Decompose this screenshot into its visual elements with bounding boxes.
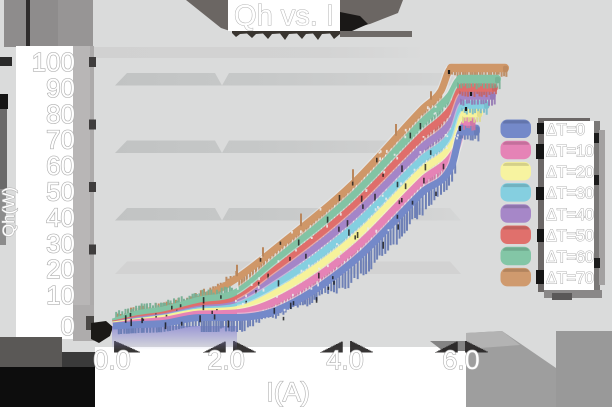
svg-text:I(A): I(A) (266, 377, 310, 407)
svg-text:ΔT=0: ΔT=0 (546, 121, 585, 139)
svg-text:ΔT=10: ΔT=10 (546, 142, 594, 160)
svg-text:6.0: 6.0 (442, 345, 480, 375)
svg-text:ΔT=50: ΔT=50 (546, 227, 594, 245)
svg-text:90: 90 (46, 73, 75, 103)
svg-text:ΔT=70: ΔT=70 (546, 270, 594, 288)
svg-text:4.0: 4.0 (326, 345, 364, 375)
svg-text:30: 30 (46, 228, 75, 258)
svg-text:ΔT=30: ΔT=30 (546, 185, 594, 203)
svg-text:60: 60 (46, 151, 75, 181)
svg-text:10: 10 (46, 280, 75, 310)
svg-text:ΔT=20: ΔT=20 (546, 164, 594, 182)
svg-text:Qh vs. I: Qh vs. I (234, 0, 334, 32)
svg-text:ΔT=40: ΔT=40 (546, 206, 594, 224)
svg-text:ΔT=60: ΔT=60 (546, 248, 594, 266)
svg-text:50: 50 (46, 177, 75, 207)
svg-text:0.0: 0.0 (93, 345, 131, 375)
svg-text:2.0: 2.0 (207, 345, 245, 375)
svg-text:80: 80 (46, 99, 75, 129)
svg-text:70: 70 (46, 125, 75, 155)
svg-text:20: 20 (46, 254, 75, 284)
svg-text:100: 100 (32, 47, 75, 77)
svg-text:Qh(W): Qh(W) (0, 187, 18, 237)
svg-text:40: 40 (46, 202, 75, 232)
svg-text:0: 0 (61, 311, 75, 341)
